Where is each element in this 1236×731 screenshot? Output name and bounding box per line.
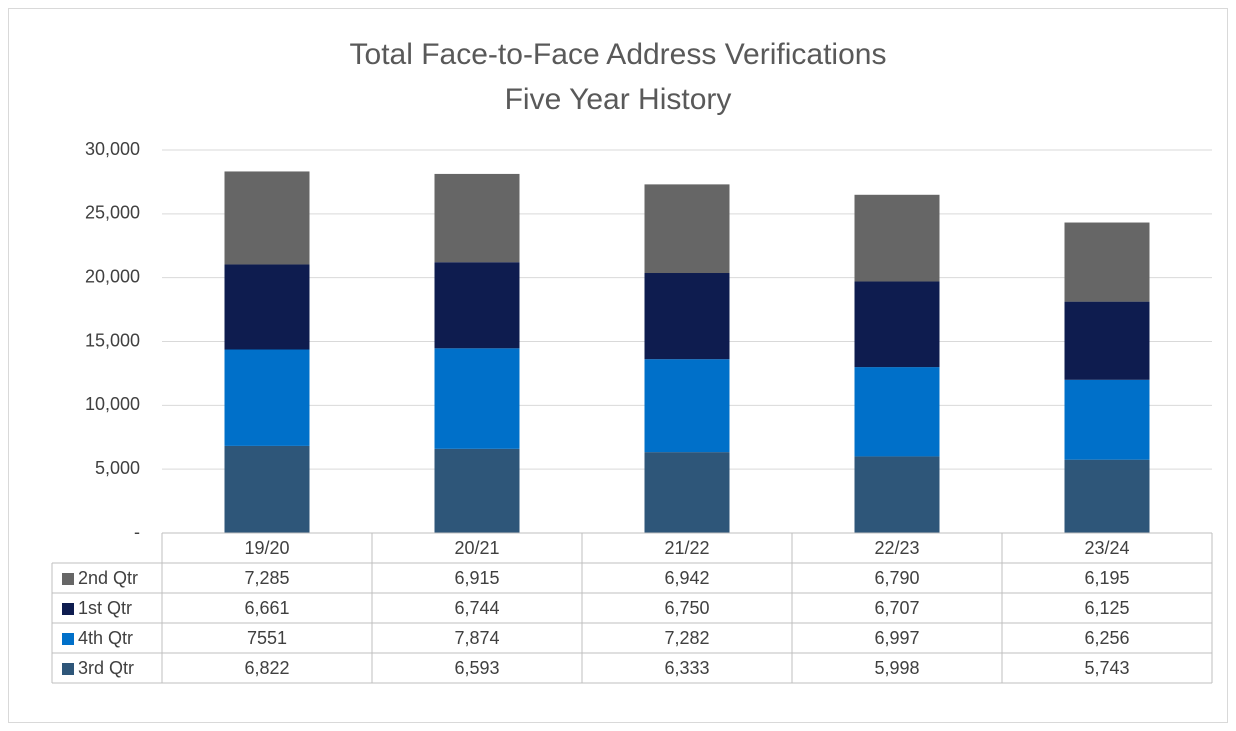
y-tick-label: 5,000 bbox=[95, 458, 140, 478]
bar-segment bbox=[1064, 379, 1150, 460]
table-cell: 6,333 bbox=[664, 658, 709, 678]
y-tick-label: 30,000 bbox=[85, 139, 140, 159]
bar-segment bbox=[224, 264, 310, 350]
bar-segment bbox=[644, 359, 730, 453]
chart-subtitle: Five Year History bbox=[505, 83, 732, 116]
x-tick-label: 20/21 bbox=[454, 538, 499, 558]
table-cell: 6,822 bbox=[244, 658, 289, 678]
y-tick-label: 15,000 bbox=[85, 330, 140, 350]
table-cell: 6,744 bbox=[454, 598, 499, 618]
table-cell: 6,750 bbox=[664, 598, 709, 618]
bar-segment bbox=[644, 273, 730, 360]
legend-swatch bbox=[62, 663, 74, 675]
bar-segment bbox=[224, 445, 310, 533]
bar-segment bbox=[854, 367, 940, 457]
legend-label: 4th Qtr bbox=[78, 628, 133, 648]
bar-segment bbox=[854, 194, 940, 282]
x-tick-label: 23/24 bbox=[1084, 538, 1129, 558]
table-cell: 6,125 bbox=[1084, 598, 1129, 618]
y-tick-label: - bbox=[134, 522, 140, 542]
table-cell: 5,743 bbox=[1084, 658, 1129, 678]
table-cell: 6,256 bbox=[1084, 628, 1129, 648]
table-cell: 6,790 bbox=[874, 568, 919, 588]
x-tick-label: 22/23 bbox=[874, 538, 919, 558]
table-cell: 7,282 bbox=[664, 628, 709, 648]
bar-segment bbox=[1064, 222, 1150, 302]
legend-label: 1st Qtr bbox=[78, 598, 132, 618]
table-cell: 6,195 bbox=[1084, 568, 1129, 588]
legend-swatch bbox=[62, 633, 74, 645]
y-tick-label: 25,000 bbox=[85, 203, 140, 223]
bar-segment bbox=[854, 281, 940, 368]
legend-label: 3rd Qtr bbox=[78, 658, 134, 678]
bar-segment bbox=[1064, 301, 1150, 380]
bar-segment bbox=[1064, 459, 1150, 533]
x-tick-label: 19/20 bbox=[244, 538, 289, 558]
chart-frame bbox=[8, 8, 1228, 723]
bar-segment bbox=[644, 184, 730, 274]
legend-swatch bbox=[62, 603, 74, 615]
table-cell: 6,997 bbox=[874, 628, 919, 648]
chart-title: Total Face-to-Face Address Verifications bbox=[350, 38, 887, 71]
bar-segment bbox=[224, 349, 310, 446]
table-cell: 7,285 bbox=[244, 568, 289, 588]
table-cell: 6,915 bbox=[454, 568, 499, 588]
bar-segment bbox=[224, 171, 310, 265]
bar-segment bbox=[644, 452, 730, 533]
table-cell: 7,874 bbox=[454, 628, 499, 648]
legend-label: 2nd Qtr bbox=[78, 568, 138, 588]
table-cell: 5,998 bbox=[874, 658, 919, 678]
table-cell: 6,942 bbox=[664, 568, 709, 588]
table-cell: 7551 bbox=[247, 628, 287, 648]
y-tick-label: 10,000 bbox=[85, 394, 140, 414]
bar-segment bbox=[434, 448, 520, 533]
bar-segment bbox=[434, 348, 520, 449]
bar-segment bbox=[434, 173, 520, 263]
table-cell: 6,593 bbox=[454, 658, 499, 678]
table-cell: 6,707 bbox=[874, 598, 919, 618]
table-cell: 6,661 bbox=[244, 598, 289, 618]
bar-segment bbox=[434, 262, 520, 349]
y-tick-label: 20,000 bbox=[85, 266, 140, 286]
bar-segment bbox=[854, 456, 940, 533]
legend-swatch bbox=[62, 573, 74, 585]
x-tick-label: 21/22 bbox=[664, 538, 709, 558]
